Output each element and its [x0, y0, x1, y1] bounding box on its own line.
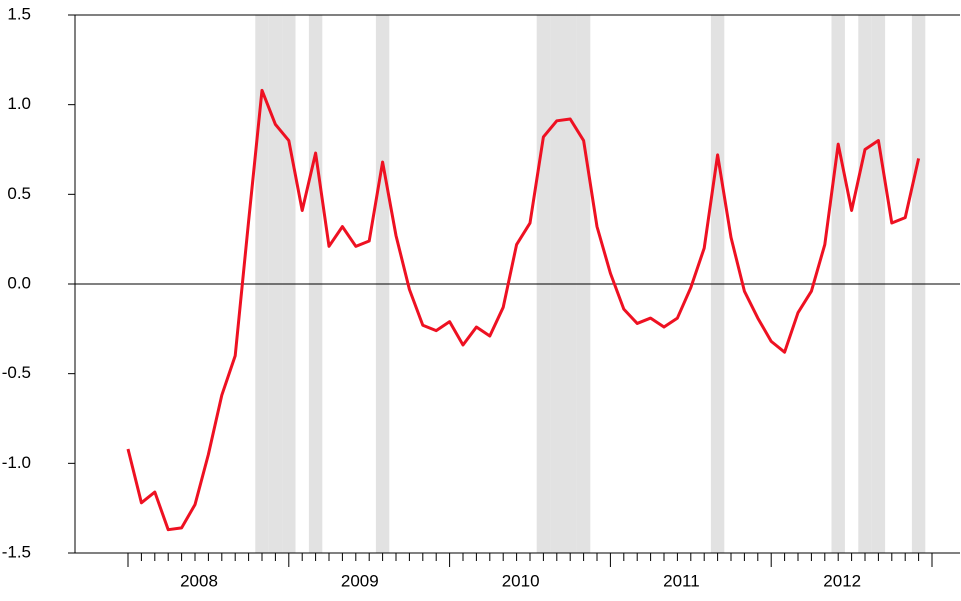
y-tick-label: 0.5	[7, 184, 31, 203]
x-tick-label: 2012	[823, 571, 861, 590]
x-tick-label: 2011	[663, 571, 700, 590]
x-tick-label: 2010	[502, 571, 540, 590]
data-line	[126, 88, 921, 532]
y-tick-label: 0.0	[7, 273, 31, 292]
y-tick-label: 1.5	[7, 4, 31, 23]
x-tick-label: 2009	[341, 571, 379, 590]
y-tick-label: 1.0	[7, 94, 31, 113]
y-tick-label: -1.5	[2, 542, 31, 561]
y-tick-label: -0.5	[2, 363, 31, 382]
x-tick-label: 2008	[180, 571, 218, 590]
y-tick-label: -1.0	[2, 453, 31, 472]
